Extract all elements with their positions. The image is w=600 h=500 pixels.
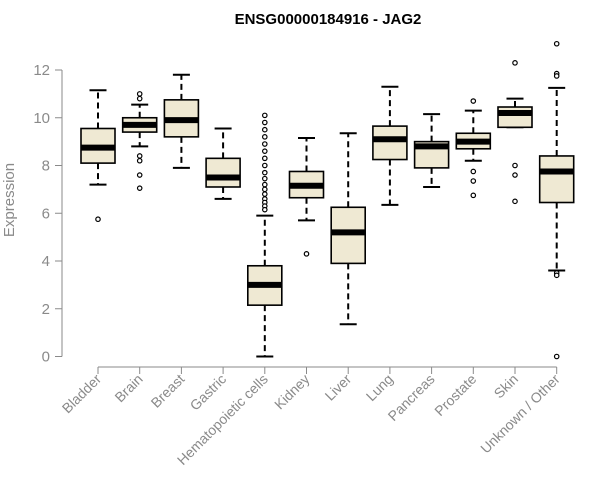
outlier-point: [136, 157, 143, 164]
box-liver: [330, 132, 367, 326]
outlier-point: [261, 186, 268, 193]
iqr-box: [538, 155, 575, 204]
x-tick-label: Liver: [322, 371, 355, 404]
outlier-point: [136, 153, 143, 159]
outlier-point: [261, 141, 268, 147]
y-tick-label: 0: [42, 349, 50, 366]
box-brain: [121, 91, 158, 191]
x-tick-label: Lung: [363, 371, 396, 404]
outlier-point: [553, 40, 560, 47]
outlier-point: [261, 155, 268, 162]
outlier-point: [136, 95, 143, 102]
outlier-point: [95, 216, 101, 223]
box-pancreas: [413, 113, 450, 188]
outlier-point: [512, 172, 518, 178]
box-kidney: [288, 137, 325, 257]
box-lung: [372, 85, 408, 206]
box-plots: [80, 40, 575, 360]
outlier-point: [261, 134, 268, 140]
box-bladder: [80, 89, 116, 223]
x-tick-label: Bladder: [59, 371, 105, 417]
y-tick-label: 10: [33, 110, 50, 127]
outlier-point: [470, 168, 477, 175]
outlier-point: [136, 172, 143, 178]
outlier-point: [261, 206, 268, 213]
box-breast: [163, 73, 200, 169]
x-tick-label: Prostate: [431, 371, 479, 419]
outlier-point: [261, 119, 268, 126]
box-gastric: [205, 127, 241, 200]
iqr-box: [205, 157, 241, 188]
outlier-point: [512, 60, 518, 66]
box-prostate: [455, 98, 492, 199]
box-skin: [497, 60, 533, 205]
outlier-point: [261, 175, 268, 182]
outlier-point: [470, 98, 477, 104]
box-hematopoietic-cells: [247, 112, 283, 358]
y-tick-label: 12: [33, 62, 50, 79]
outlier-point: [261, 191, 268, 197]
outlier-point: [136, 91, 143, 97]
outlier-point: [261, 148, 268, 154]
x-tick-label: Brain: [111, 371, 145, 405]
y-tick-label: 6: [42, 205, 50, 222]
y-tick-label: 8: [42, 158, 50, 175]
y-tick-label: 2: [42, 301, 50, 318]
y-axis-label: Expression: [1, 163, 18, 237]
outlier-point: [470, 192, 477, 199]
outlier-point: [553, 272, 560, 279]
x-tick-label: Breast: [148, 371, 188, 411]
box-unknown-other: [538, 40, 575, 360]
iqr-box: [372, 125, 408, 161]
x-tick-label: Kidney: [271, 371, 313, 413]
outlier-point: [553, 353, 560, 360]
outlier-point: [512, 162, 518, 169]
outlier-point: [261, 181, 268, 188]
outlier-point: [553, 73, 560, 79]
outlier-point: [261, 112, 268, 119]
outlier-point: [261, 126, 268, 133]
outlier-point: [136, 185, 143, 191]
y-tick-label: 4: [42, 253, 50, 270]
x-tick-label: Skin: [491, 371, 522, 402]
x-tick-label: Unknown / Other: [477, 371, 563, 457]
y-axis: 0 2 4 6 8 10 12: [33, 62, 63, 366]
chart-title: ENSG00000184916 - JAG2: [235, 11, 422, 28]
outlier-point: [303, 251, 310, 257]
outlier-point: [261, 169, 268, 176]
outlier-point: [512, 198, 518, 205]
outlier-point: [261, 162, 268, 169]
outlier-point: [470, 178, 477, 184]
